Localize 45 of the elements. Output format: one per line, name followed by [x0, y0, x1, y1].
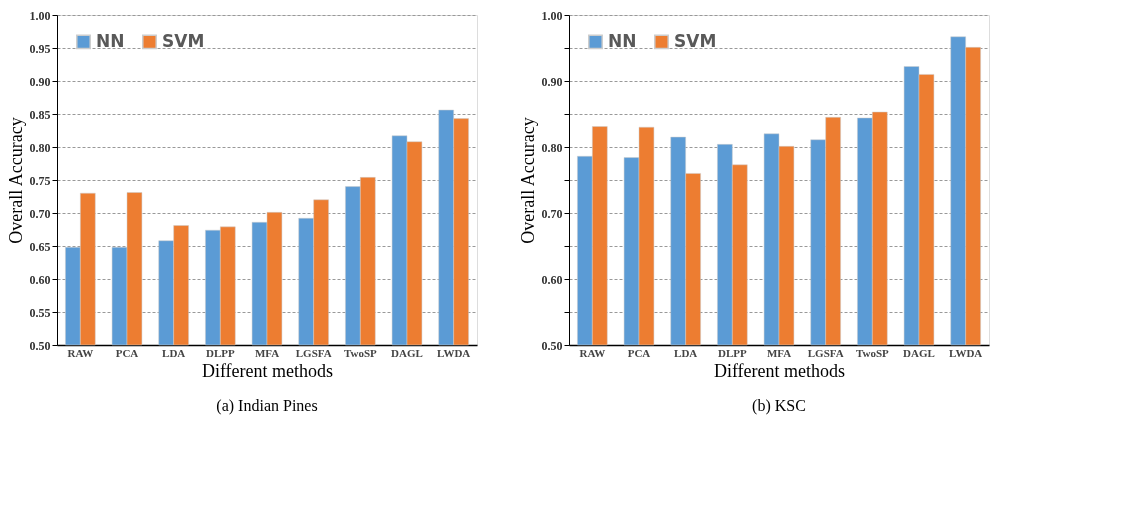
text: (a) Indian Pines	[216, 397, 318, 415]
y-tick-label: 0.50	[541, 338, 563, 353]
text: 0.95	[29, 41, 51, 56]
x-tick-label: TwoSP	[343, 346, 378, 359]
text: 0.55	[29, 305, 51, 320]
x-tick-label: DLPP	[717, 346, 747, 359]
text: 0.60	[29, 272, 51, 287]
x-tick-label: MFA	[254, 346, 280, 359]
text: (b) KSC	[752, 397, 806, 415]
x-tick-label: RAW	[579, 346, 606, 359]
y-axis-title: Overall Accuracy	[5, 117, 26, 244]
text: 0.70	[29, 206, 51, 221]
legend-label: NN	[608, 30, 637, 51]
x-axis-title: Different methods	[713, 360, 846, 381]
text: 0.80	[29, 140, 51, 155]
x-tick-label: LGSFA	[295, 346, 332, 359]
x-tick-label: LDA	[674, 346, 698, 359]
x-tick-label: PCA	[627, 346, 651, 359]
text: 0.65	[29, 239, 51, 254]
y-tick-label: 0.70	[541, 206, 563, 221]
x-tick-label: LDA	[162, 346, 186, 359]
x-tick-label: MFA	[766, 346, 792, 359]
y-tick-label: 0.90	[541, 74, 563, 89]
y-tick-label: 0.60	[541, 272, 563, 287]
x-tick-label: RAW	[67, 346, 94, 359]
x-axis-title: Different methods	[201, 360, 334, 381]
text: 0.50	[29, 338, 51, 353]
text: 0.75	[29, 173, 51, 188]
x-tick-label: LWDA	[949, 346, 983, 359]
text: 1.00	[29, 8, 51, 23]
legend-label: SVM	[162, 30, 205, 51]
x-tick-label: TwoSP	[855, 346, 890, 359]
x-tick-label: LWDA	[437, 346, 471, 359]
y-tick-label: 0.80	[541, 140, 563, 155]
x-tick-label: DAGL	[391, 346, 423, 359]
x-tick-label: DAGL	[903, 346, 935, 359]
text: 0.85	[29, 107, 51, 122]
y-tick-label: 1.00	[541, 8, 563, 23]
x-tick-label: LGSFA	[807, 346, 844, 359]
y-axis-title: Overall Accuracy	[517, 117, 538, 244]
x-tick-label: DLPP	[205, 346, 235, 359]
legend-label: SVM	[674, 30, 717, 51]
legend-label: NN	[96, 30, 125, 51]
text: 0.90	[29, 74, 51, 89]
x-tick-label: PCA	[115, 346, 139, 359]
